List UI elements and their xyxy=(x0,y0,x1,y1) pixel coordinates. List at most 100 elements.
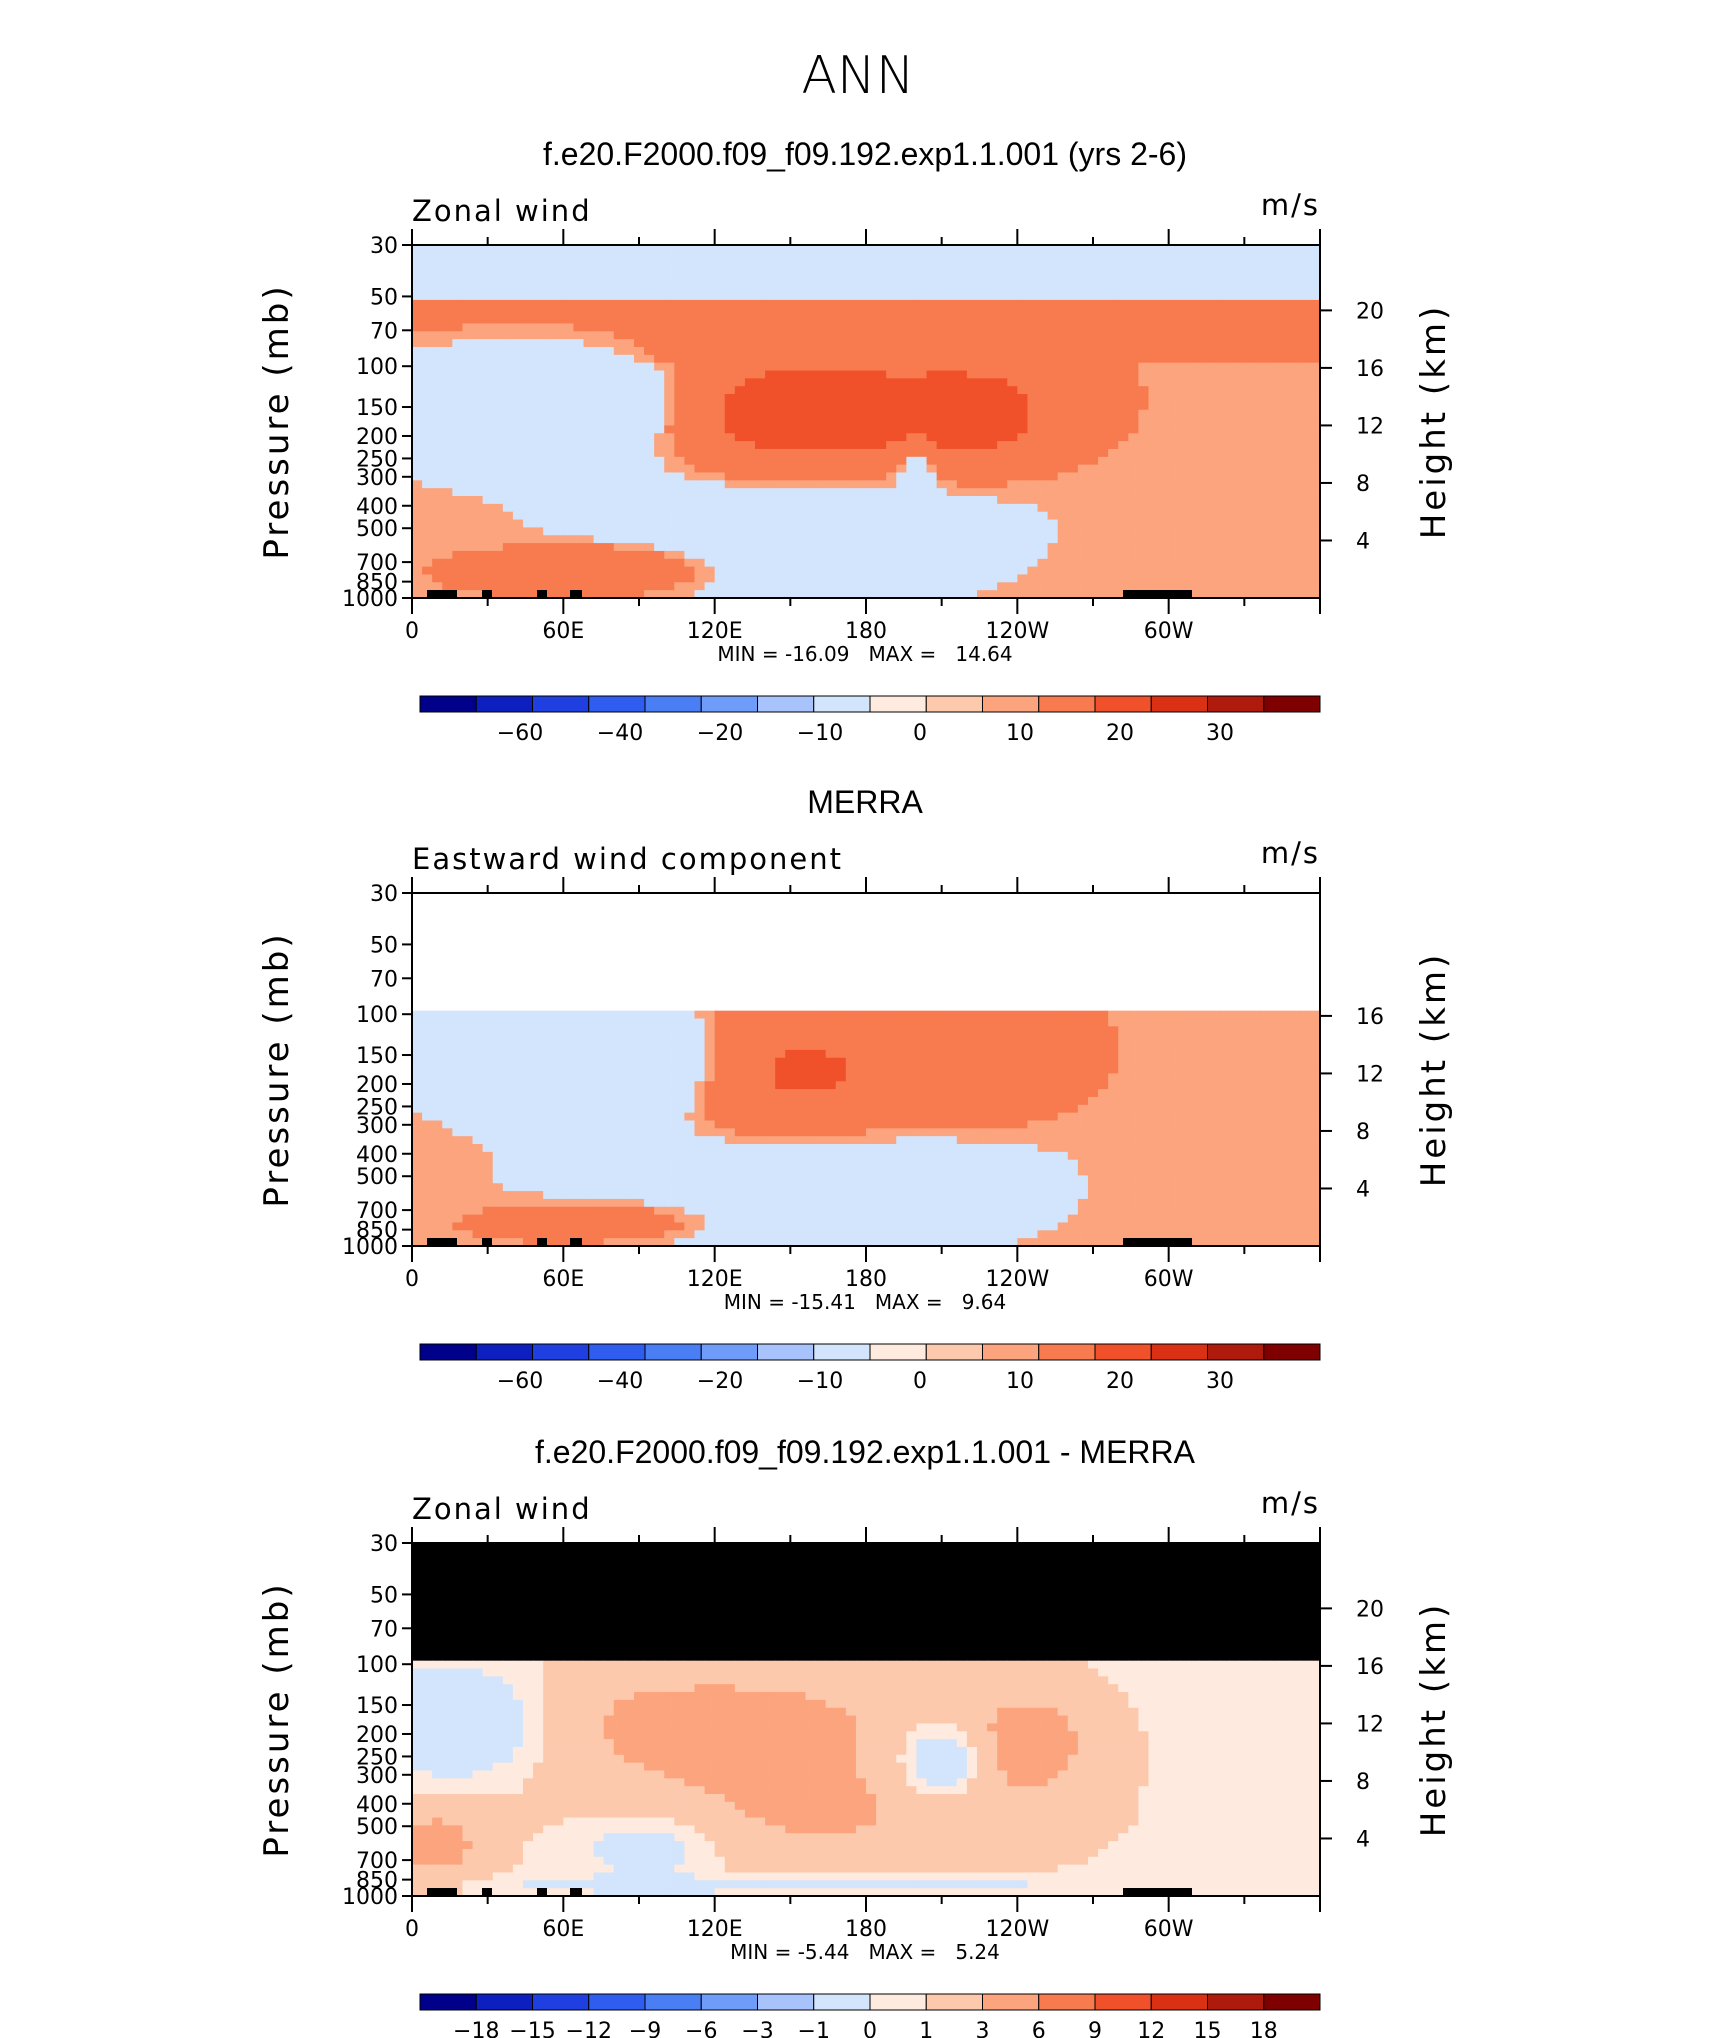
field-cell xyxy=(472,409,484,419)
field-cell xyxy=(482,378,494,387)
field-cell xyxy=(1007,284,1018,293)
field-cell xyxy=(1269,940,1281,949)
field-cell xyxy=(654,284,665,293)
field-cell xyxy=(724,456,736,466)
field-cell xyxy=(412,574,423,583)
field-cell xyxy=(1178,566,1190,576)
field-cell xyxy=(876,276,887,285)
field-cell xyxy=(1118,252,1129,262)
field-cell xyxy=(613,394,625,403)
field-cell xyxy=(623,245,635,254)
field-cell xyxy=(432,394,443,403)
field-cell xyxy=(1198,503,1210,513)
field-cell xyxy=(1017,409,1029,419)
field-cell xyxy=(987,456,998,466)
field-cell xyxy=(1198,496,1210,505)
field-cell xyxy=(795,409,807,419)
field-cell xyxy=(603,292,615,301)
field-cell xyxy=(966,924,978,933)
field-cell xyxy=(422,245,433,254)
field-cell xyxy=(896,245,907,254)
field-cell xyxy=(755,315,766,325)
field-cell xyxy=(987,511,998,521)
field-cell xyxy=(734,425,746,434)
field-cell xyxy=(946,354,958,364)
field-cell xyxy=(1269,480,1281,489)
field-cell xyxy=(997,386,1008,395)
field-cell xyxy=(422,276,433,285)
field-cell xyxy=(987,535,998,544)
field-cell xyxy=(714,284,726,293)
field-cell xyxy=(1037,346,1049,356)
field-cell xyxy=(785,908,796,918)
field-cell xyxy=(946,323,958,332)
field-cell xyxy=(603,916,615,925)
field-cell xyxy=(492,354,504,364)
field-cell xyxy=(633,346,645,356)
field-cell xyxy=(775,955,786,965)
field-cell xyxy=(1047,252,1059,262)
field-cell xyxy=(976,527,988,536)
field-cell xyxy=(714,339,726,348)
field-cell xyxy=(1299,464,1311,474)
field-cell xyxy=(442,425,453,434)
field-cell xyxy=(573,354,585,364)
field-cell xyxy=(835,472,847,481)
field-cell xyxy=(684,354,696,364)
field-cell xyxy=(1017,292,1029,301)
field-cell xyxy=(412,378,423,387)
field-cell xyxy=(855,947,867,957)
field-cell xyxy=(633,590,645,599)
field-cell xyxy=(452,456,464,466)
field-cell xyxy=(1299,893,1311,902)
field-cell xyxy=(533,252,544,262)
field-cell xyxy=(906,511,918,521)
field-cell xyxy=(755,480,766,489)
field-cell xyxy=(543,354,554,364)
field-cell xyxy=(1037,456,1049,466)
field-cell xyxy=(623,260,635,270)
field-cell xyxy=(684,464,696,474)
field-cell xyxy=(1198,908,1210,918)
field-cell xyxy=(1279,354,1291,364)
field-cell xyxy=(522,346,534,356)
field-cell xyxy=(593,924,605,933)
field-cell xyxy=(765,245,776,254)
field-cell xyxy=(1108,386,1119,395)
field-cell xyxy=(845,488,857,497)
field-cell xyxy=(452,307,464,317)
field-cell xyxy=(805,496,817,505)
field-cell xyxy=(845,582,857,591)
field-cell xyxy=(896,370,907,379)
field-cell xyxy=(1138,955,1150,965)
field-cell xyxy=(1067,378,1079,387)
field-cell xyxy=(1108,252,1119,262)
field-cell xyxy=(1188,299,1200,309)
field-cell xyxy=(664,955,675,965)
field-cell xyxy=(1188,908,1200,918)
field-cell xyxy=(1057,339,1069,348)
field-cell xyxy=(492,441,504,450)
field-cell xyxy=(482,472,494,481)
field-cell xyxy=(563,511,575,521)
field-cell xyxy=(1087,924,1099,933)
field-cell xyxy=(482,488,494,497)
field-cell xyxy=(1209,582,1220,591)
field-cell xyxy=(1269,543,1281,552)
field-cell xyxy=(845,378,857,387)
field-cell xyxy=(1198,299,1210,309)
field-cell xyxy=(866,893,877,902)
field-cell xyxy=(533,464,544,474)
field-cell xyxy=(684,425,696,434)
field-cell xyxy=(1057,955,1069,965)
field-cell xyxy=(886,464,897,474)
field-cell xyxy=(997,252,1008,262)
field-cell xyxy=(795,260,807,270)
field-cell xyxy=(1128,947,1139,957)
field-cell xyxy=(1087,566,1099,576)
field-cell xyxy=(684,519,696,528)
field-cell xyxy=(966,511,978,521)
field-cell xyxy=(936,480,948,489)
field-cell xyxy=(1188,480,1200,489)
field-cell xyxy=(1087,276,1099,285)
